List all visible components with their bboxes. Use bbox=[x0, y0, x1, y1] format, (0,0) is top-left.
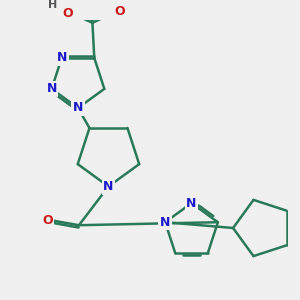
Text: N: N bbox=[160, 216, 170, 229]
Text: O: O bbox=[42, 214, 53, 227]
Text: N: N bbox=[73, 101, 83, 115]
Text: O: O bbox=[62, 7, 73, 20]
Text: N: N bbox=[46, 82, 57, 95]
Text: N: N bbox=[186, 196, 197, 210]
Text: N: N bbox=[103, 180, 114, 193]
Text: N: N bbox=[56, 51, 67, 64]
Text: H: H bbox=[48, 0, 57, 10]
Text: O: O bbox=[115, 5, 125, 18]
